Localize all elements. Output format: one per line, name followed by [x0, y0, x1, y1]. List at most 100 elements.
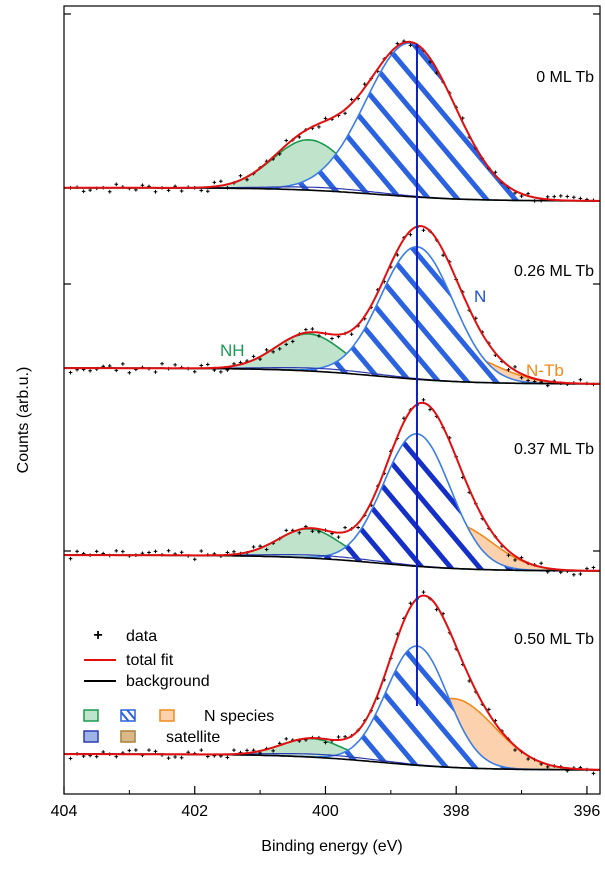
data-point: [408, 232, 413, 237]
data-point: [114, 182, 119, 187]
data-point: [219, 179, 223, 184]
data-point: [545, 765, 550, 769]
total-fit-line-3: [64, 594, 600, 771]
data-point: [545, 195, 550, 199]
data-point: [539, 561, 543, 566]
data-point: [173, 363, 177, 367]
data-point: [245, 748, 249, 753]
data-point: [258, 357, 262, 361]
data-point: [225, 550, 230, 555]
data-point: [304, 327, 308, 332]
plot-frame: [63, 5, 601, 795]
spectrum-label-0: 0 ML Tb: [536, 69, 594, 86]
data-point: [121, 362, 125, 366]
data-point: [68, 756, 73, 761]
data-point: [284, 737, 289, 741]
nh-component-1: [64, 333, 600, 384]
legend-satellite-label: satellite: [166, 729, 220, 746]
data-point: [277, 152, 282, 156]
data-point: [408, 43, 413, 48]
data-point: [336, 735, 341, 739]
total-fit-line-1: [64, 224, 600, 385]
data-point: [297, 530, 302, 535]
data-point: [552, 194, 557, 199]
data-point: [526, 378, 530, 383]
spectrum-label-3: 0.50 ML Tb: [514, 631, 594, 648]
data-point: [513, 558, 517, 562]
data-point: [578, 572, 583, 576]
legend: + data total fit background N species sa…: [83, 627, 274, 746]
data-point: [199, 188, 204, 193]
data-point: [179, 550, 184, 555]
data-point: [591, 565, 596, 570]
axis-layer: 404 402 400 398 396: [51, 13, 601, 820]
x-tick-label-0: 404: [51, 803, 78, 820]
data-point: [264, 348, 269, 352]
data-point: [88, 368, 92, 373]
data-point: [343, 111, 347, 116]
data-point: [323, 740, 328, 745]
data-point: [558, 194, 563, 198]
data-point: [225, 755, 230, 760]
data-point: [199, 363, 204, 368]
nh-component-2: [64, 528, 600, 571]
data-point: [421, 228, 426, 232]
data-point: [408, 601, 413, 606]
data-point: [245, 177, 249, 182]
data-point: [506, 367, 511, 372]
data-point: [506, 553, 511, 558]
x-axis-label: Binding energy (eV): [261, 838, 402, 855]
data-point: [206, 189, 210, 194]
spectrum-1: [64, 224, 600, 388]
data-point: [94, 754, 99, 759]
spectrum-label-2: 0.37 ML Tb: [514, 441, 594, 458]
data-point: [107, 189, 112, 194]
data-point: [212, 368, 217, 372]
data-point: [591, 771, 596, 776]
data-point: [75, 549, 79, 554]
legend-n-swatch: [120, 709, 136, 722]
legend-satellite-blue-swatch: [83, 730, 99, 743]
data-point: [558, 570, 563, 575]
data-point: [317, 334, 321, 338]
data-point: [578, 377, 583, 382]
data-point: [519, 375, 524, 380]
x-tick-label-2: 400: [312, 803, 339, 820]
data-point: [421, 398, 426, 402]
data-point: [179, 755, 184, 760]
data-point: [290, 339, 295, 344]
spectrum-3: [64, 590, 600, 776]
data-point: [526, 757, 530, 761]
data-point: [271, 749, 275, 753]
n-component-2: [64, 433, 600, 571]
data-point: [192, 557, 197, 562]
data-point: [336, 535, 341, 539]
spectrum-label-1: 0.26 ML Tb: [514, 263, 594, 280]
data-point: [513, 748, 517, 752]
data-point: [545, 570, 550, 574]
legend-nh-swatch: [83, 709, 99, 722]
data-point: [532, 199, 537, 203]
data-point: [153, 189, 158, 194]
data-point: [317, 529, 321, 534]
data-point: [160, 361, 164, 366]
x-tick-label-4: 396: [574, 803, 601, 820]
x-tick-label-3: 398: [443, 803, 470, 820]
data-point: [395, 41, 400, 46]
legend-n-species-label: N species: [204, 708, 274, 725]
n-component-1: [64, 246, 600, 384]
data-point: [238, 174, 243, 178]
total-fit-line-0: [64, 40, 600, 202]
data-point: [166, 548, 171, 553]
nh-component-3: [64, 738, 600, 770]
legend-data-marker: +: [93, 627, 102, 644]
n-component-0: [64, 42, 600, 201]
data-point: [153, 370, 158, 374]
annotation-nh: NH: [220, 341, 245, 360]
data-point: [356, 525, 360, 530]
data-point: [532, 379, 537, 384]
data-point: [121, 549, 125, 554]
data-point: [173, 755, 177, 759]
data-point: [284, 528, 289, 533]
